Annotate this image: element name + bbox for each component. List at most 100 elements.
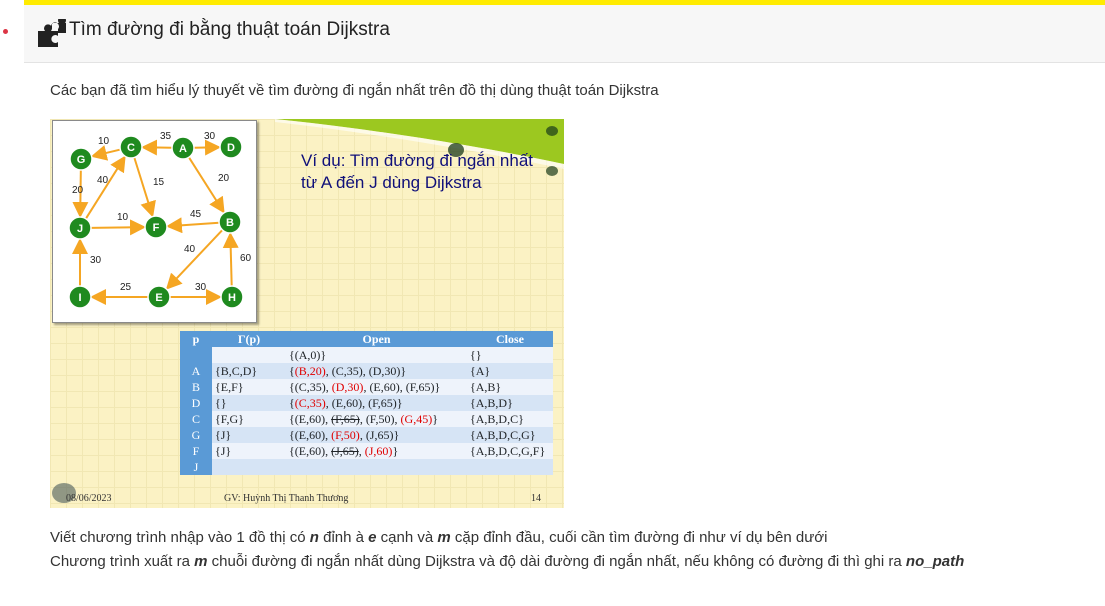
edge-G-J [72, 169, 89, 219]
table-row: B {E,F} {(C,35), (D,30), (E,60), (F,65)} {A… [180, 379, 553, 395]
col-close: Close [467, 331, 553, 347]
graph-node-label-J: J [77, 223, 83, 235]
slide-corner-decoration [275, 119, 564, 176]
graph-node-A [171, 136, 195, 160]
table-row: G {J} {(E,60), (F,50), (J,65)} {A,B,D,C,G} [180, 427, 553, 443]
edge-weight-B-E: 40 [184, 244, 196, 255]
cell-gamma: {J} [212, 443, 286, 459]
cell-open: {(C,35), (D,30), (E,60), (F,65)} [286, 379, 467, 395]
col-p: p [180, 331, 212, 347]
edge-weight-B-F: 45 [190, 209, 202, 220]
puzzle-icon [38, 19, 66, 47]
edge-C-F [133, 157, 156, 218]
problem-statement-2: Chương trình xuất ra m chuỗi đường đi ng… [50, 553, 965, 570]
edge-J-F [90, 219, 147, 236]
graph-node-label-B: B [226, 217, 234, 229]
table-row: C {F,G} {(E,60), (F,65), (F,50), (G,45)} {A… [180, 411, 553, 427]
graph-svg: 10 35 30 20 40 15 20 10 45 40 60 30 25 30 G C A D J F B I E H [68, 131, 252, 309]
cell-open: {(A,0)} [286, 347, 467, 363]
edge-A-D [193, 139, 222, 156]
edge-weight-C-G: 10 [98, 136, 110, 147]
table-row: F {J} {(E,60), (J,65), (J,60)} {A,B,D,C,G,F… [180, 443, 553, 459]
top-accent-bar [24, 0, 1105, 5]
cell-gamma: {B,C,D} [212, 363, 286, 379]
edge-C-G [90, 145, 121, 161]
col-gamma: Γ(p) [212, 331, 286, 347]
cell-close: {A,B,D} [467, 395, 553, 411]
edge-weight-A-D: 30 [204, 131, 216, 142]
cell-p: D [180, 395, 212, 411]
cell-open: {(E,60), (F,50), (J,65)} [286, 427, 467, 443]
cell-close: {A} [467, 363, 553, 379]
dijkstra-table: p Γ(p) Open Close {(A,0)}{} A {B,C,D} {(B,2… [180, 331, 553, 475]
cell-p: A [180, 363, 212, 379]
table-row: D{} {(C,35), (E,60), (F,65)} {A,B,D} [180, 395, 553, 411]
drop-decoration [52, 483, 76, 503]
list-bullet [3, 29, 8, 34]
slide-title-line2: từ A đến J dùng Dijkstra [301, 173, 482, 192]
cell-p: C [180, 411, 212, 427]
slide-title-line1: Ví dụ: Tìm đường đi ngắn nhất [301, 151, 534, 170]
cell-close [467, 459, 553, 475]
graph-node-label-E: E [155, 292, 162, 304]
graph-node-D [219, 135, 243, 159]
cell-open: {(E,60), (F,65), (F,50), (G,45)} [286, 411, 467, 427]
table-row: J [180, 459, 553, 475]
cell-close: {} [467, 347, 553, 363]
edge-weight-J-F: 10 [117, 212, 129, 223]
graph-node-B [218, 210, 242, 234]
cell-open: {(C,35), (E,60), (F,65)} [286, 395, 467, 411]
cell-p: J [180, 459, 212, 475]
intro-text: Các bạn đã tìm hiểu lý thuyết về tìm đườ… [50, 82, 659, 99]
cell-gamma: {E,F} [212, 379, 286, 395]
graph-node-label-D: D [227, 142, 235, 154]
cell-gamma [212, 459, 286, 475]
edge-weight-A-C: 35 [160, 131, 172, 142]
cell-close: {A,B,D,C,G} [467, 427, 553, 443]
cell-close: {A,B} [467, 379, 553, 395]
slide-date: 08/06/2023 [66, 493, 112, 504]
graph-node-G [69, 147, 93, 171]
problem-statement-1: Viết chương trình nhập vào 1 đồ thị có n… [50, 529, 828, 546]
graph-node-J [68, 216, 92, 240]
edge-weight-A-B: 20 [218, 173, 230, 184]
graph-node-F [144, 215, 168, 239]
graph-node-label-I: I [78, 292, 81, 304]
section-header[interactable]: Tìm đường đi bằng thuật toán Dijkstra [24, 5, 1105, 63]
edge-weight-E-H: 30 [195, 282, 207, 293]
slide-page-number: 14 [531, 493, 541, 504]
edge-A-C [140, 139, 173, 156]
slide-title: Ví dụ: Tìm đường đi ngắn nhất từ A đến J… [301, 150, 533, 194]
cell-open: {(E,60), (J,65), (J,60)} [286, 443, 467, 459]
graph-diagram: 10 35 30 20 40 15 20 10 45 40 60 30 25 30 G C A D J F B I E H [52, 120, 257, 323]
edge-weight-J-C: 40 [97, 175, 109, 186]
graph-node-label-F: F [153, 222, 160, 234]
cell-p: B [180, 379, 212, 395]
table-row: {(A,0)}{} [180, 347, 553, 363]
edge-B-F [165, 217, 220, 234]
cell-open [286, 459, 467, 475]
edge-weight-C-F: 15 [153, 177, 165, 188]
table-row: A {B,C,D} {(B,20), (C,35), (D,30)} {A} [180, 363, 553, 379]
cell-gamma: {} [212, 395, 286, 411]
cell-gamma: {F,G} [212, 411, 286, 427]
cell-p: G [180, 427, 212, 443]
cell-gamma [212, 347, 286, 363]
edge-B-E [165, 229, 224, 290]
graph-node-label-C: C [127, 142, 135, 154]
graph-node-label-G: G [77, 154, 86, 166]
graph-node-C [119, 135, 143, 159]
cell-p [180, 347, 212, 363]
edge-H-B [222, 231, 239, 287]
cell-open: {(B,20), (C,35), (D,30)} [286, 363, 467, 379]
cell-close: {A,B,D,C} [467, 411, 553, 427]
edge-weight-E-I: 25 [120, 282, 132, 293]
edge-J-C [85, 155, 126, 220]
edge-weight-I-J: 30 [90, 255, 102, 266]
graph-node-I [68, 285, 92, 309]
graph-node-label-H: H [228, 292, 236, 304]
page-title: Tìm đường đi bằng thuật toán Dijkstra [69, 19, 390, 40]
cell-close: {A,B,D,C,G,F} [467, 443, 553, 459]
edge-weight-G-J: 20 [72, 185, 84, 196]
